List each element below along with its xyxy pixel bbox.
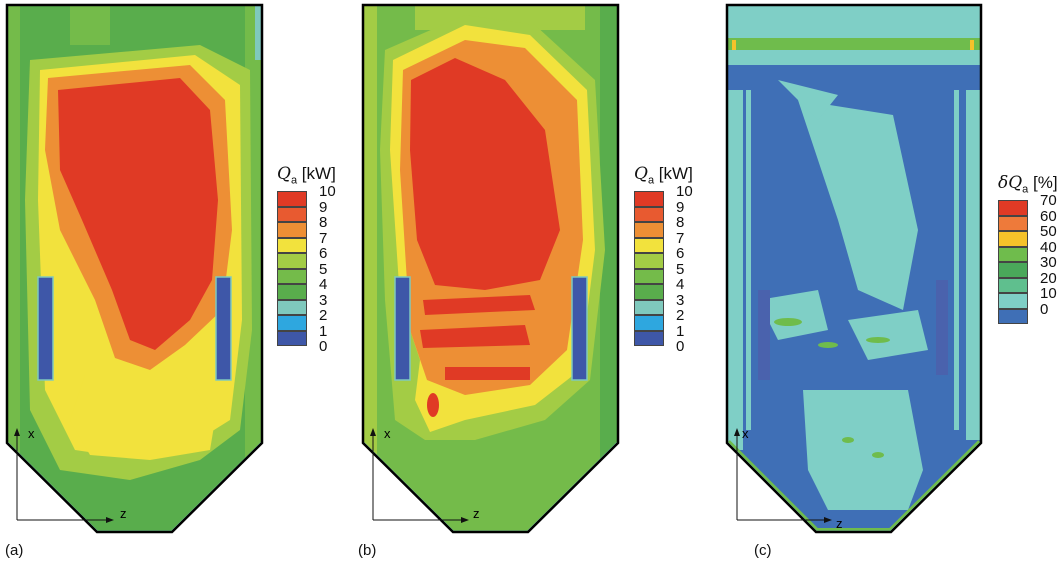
contour-plot-b: x z bbox=[361, 3, 620, 534]
colorbar-swatch bbox=[998, 231, 1028, 247]
colorbar-swatch bbox=[998, 262, 1028, 278]
panel-label-c: (c) bbox=[754, 542, 772, 559]
colorbar-swatch bbox=[998, 200, 1028, 216]
colorbar-tick-label: 30 bbox=[1040, 254, 1057, 271]
axis-indicator-c: x z bbox=[734, 426, 843, 531]
panel-b: x z Qa [kW] 10 9 8 7 6 5 4 3 2 1 0 (b) bbox=[355, 0, 700, 567]
colorbar-a: 10 9 8 7 6 5 4 3 2 1 0 bbox=[277, 184, 336, 354]
colorbar-swatch bbox=[634, 299, 664, 315]
colorbar-tick-label: 10 bbox=[319, 183, 336, 200]
colorbar-swatch bbox=[998, 277, 1028, 293]
axis-z-label: z bbox=[120, 506, 127, 521]
colorbar-swatch bbox=[277, 330, 307, 346]
colorbar-tick-label: 0 bbox=[676, 338, 685, 355]
colorbar-swatch bbox=[998, 308, 1028, 324]
colorbar-c: 70 60 50 40 30 20 10 0 bbox=[998, 193, 1058, 324]
colorbar-tick-label: 1 bbox=[676, 322, 685, 340]
colorbar-tick-label: 8 bbox=[319, 214, 328, 231]
colorbar-swatch bbox=[277, 206, 307, 222]
colorbar-swatch bbox=[634, 206, 664, 222]
axis-x-label: x bbox=[384, 426, 391, 441]
panel-a: x z Qa [kW] 10 9 8 7 6 5 4 3 2 1 0 (a) bbox=[0, 0, 340, 567]
colorbar-swatch bbox=[998, 215, 1028, 231]
colorbar-tick-label: 7 bbox=[676, 229, 685, 247]
axis-indicator-b: x z bbox=[370, 426, 480, 523]
legend-title-c: δQa [%] bbox=[998, 173, 1058, 196]
colorbar-swatch bbox=[998, 246, 1028, 262]
colorbar-tick-label: 4 bbox=[676, 276, 685, 293]
colorbar-b: 10 9 8 7 6 5 4 3 2 1 0 bbox=[634, 184, 693, 354]
colorbar-swatch bbox=[998, 293, 1028, 309]
axis-indicator-a: x z bbox=[14, 426, 127, 523]
contour-plot-c: x z bbox=[725, 3, 983, 534]
panel-c: x z δQa [%] 70 60 50 40 30 20 10 0 (c) bbox=[718, 0, 1062, 567]
colorbar-tick-label: 0 bbox=[1040, 300, 1049, 318]
legend-b: Qa [kW] 10 9 8 7 6 5 4 3 2 1 0 bbox=[634, 163, 693, 354]
colorbar-swatch bbox=[277, 284, 307, 300]
colorbar-tick-label: 5 bbox=[676, 260, 685, 278]
contour-plot-a: x z bbox=[5, 3, 264, 534]
colorbar-swatch bbox=[277, 237, 307, 253]
colorbar-tick-label: 10 bbox=[1040, 285, 1057, 302]
legend-title-a: Qa [kW] bbox=[277, 164, 336, 187]
colorbar-swatch bbox=[634, 268, 664, 284]
colorbar-swatch bbox=[634, 237, 664, 253]
colorbar-swatch bbox=[634, 330, 664, 346]
colorbar-tick-label: 3 bbox=[676, 291, 685, 309]
colorbar-swatch bbox=[277, 191, 307, 207]
colorbar-tick-label: 60 bbox=[1040, 207, 1057, 225]
colorbar-swatch bbox=[277, 253, 307, 269]
colorbar-tick-label: 50 bbox=[1040, 223, 1057, 240]
panel-label-a: (a) bbox=[5, 542, 24, 559]
burner-right-c bbox=[936, 280, 948, 375]
legend-a: Qa [kW] 10 9 8 7 6 5 4 3 2 1 0 bbox=[277, 163, 336, 354]
colorbar-swatch bbox=[634, 191, 664, 207]
colorbar-tick-label: 2 bbox=[319, 307, 328, 324]
colorbar-tick-label: 8 bbox=[676, 214, 685, 231]
burner-left-c bbox=[758, 290, 770, 380]
colorbar-tick-label: 9 bbox=[319, 198, 328, 216]
colorbar-tick-label: 7 bbox=[319, 229, 328, 247]
panel-label-b: (b) bbox=[358, 542, 377, 559]
colorbar-swatch bbox=[634, 284, 664, 300]
burner-right-b bbox=[571, 276, 588, 381]
legend-c: δQa [%] 70 60 50 40 30 20 10 0 bbox=[998, 172, 1058, 324]
colorbar-swatch bbox=[634, 253, 664, 269]
axis-x-label: x bbox=[742, 426, 749, 441]
colorbar-swatch bbox=[634, 222, 664, 238]
axis-z-label: z bbox=[836, 516, 843, 531]
colorbar-swatch bbox=[277, 299, 307, 315]
burner-left-a bbox=[37, 276, 54, 381]
burner-left-b bbox=[394, 276, 411, 381]
colorbar-tick-label: 3 bbox=[319, 291, 328, 309]
colorbar-swatch bbox=[277, 268, 307, 284]
axis-x-label: x bbox=[28, 426, 35, 441]
colorbar-tick-label: 2 bbox=[676, 307, 685, 324]
colorbar-swatch bbox=[277, 315, 307, 331]
colorbar-tick-label: 9 bbox=[676, 198, 685, 216]
colorbar-tick-label: 4 bbox=[319, 276, 328, 293]
burner-right-a bbox=[215, 276, 232, 381]
colorbar-tick-label: 1 bbox=[319, 322, 328, 340]
colorbar-tick-label: 40 bbox=[1040, 238, 1057, 256]
colorbar-tick-label: 5 bbox=[319, 260, 328, 278]
colorbar-tick-label: 10 bbox=[676, 183, 693, 200]
colorbar-tick-label: 70 bbox=[1040, 192, 1057, 209]
colorbar-tick-label: 20 bbox=[1040, 269, 1057, 287]
colorbar-tick-label: 0 bbox=[319, 338, 328, 355]
colorbar-swatch bbox=[277, 222, 307, 238]
legend-title-b: Qa [kW] bbox=[634, 164, 693, 187]
axis-z-label: z bbox=[473, 506, 480, 521]
colorbar-tick-label: 6 bbox=[319, 245, 328, 262]
colorbar-tick-label: 6 bbox=[676, 245, 685, 262]
colorbar-swatch bbox=[634, 315, 664, 331]
